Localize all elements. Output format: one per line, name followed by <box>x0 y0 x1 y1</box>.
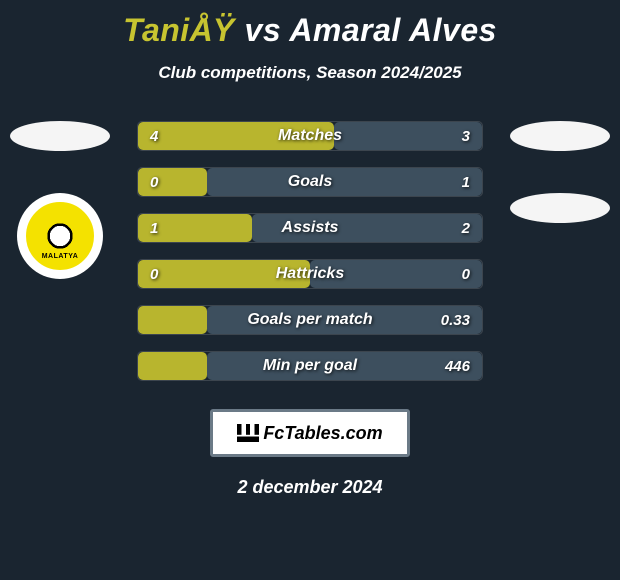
subtitle: Club competitions, Season 2024/2025 <box>0 63 620 83</box>
stat-value-right: 0 <box>462 260 470 288</box>
stat-value-right: 446 <box>445 352 470 380</box>
stat-label: Goals per match <box>138 306 482 334</box>
date-text: 2 december 2024 <box>0 477 620 498</box>
player1-name: TaniÅŸ <box>123 12 235 48</box>
vs-text: vs <box>245 12 282 48</box>
page-title: TaniÅŸ vs Amaral Alves <box>0 0 620 49</box>
stat-label: Assists <box>138 214 482 242</box>
stat-value-left: 0 <box>150 168 158 196</box>
stat-value-right: 2 <box>462 214 470 242</box>
stat-label: Goals <box>138 168 482 196</box>
stat-label: Matches <box>138 122 482 150</box>
stat-rows: Matches43Goals01Assists12Hattricks00Goal… <box>137 121 483 381</box>
player2-photo-placeholder <box>510 121 610 151</box>
comparison-card: TaniÅŸ vs Amaral Alves Club competitions… <box>0 0 620 498</box>
player2-name: Amaral Alves <box>289 12 497 48</box>
main-area: MALATYA Matches43Goals01Assists12Hattric… <box>0 121 620 381</box>
stat-row: Goals0 1 <box>137 167 483 197</box>
stat-row: Hattricks0 0 <box>137 259 483 289</box>
stat-value-left: 1 <box>150 214 158 242</box>
right-column <box>500 121 620 249</box>
stat-value-left: 4 <box>150 122 158 150</box>
stat-row: Matches4 3 <box>137 121 483 151</box>
stat-row: Assists1 2 <box>137 213 483 243</box>
brand-link[interactable]: FcTables.com <box>237 423 382 444</box>
stat-value-right: 1 <box>462 168 470 196</box>
stat-row: Min per goal446 <box>137 351 483 381</box>
stat-value-right: 0.33 <box>441 306 470 334</box>
brand-chart-icon <box>237 424 259 442</box>
player1-club-badge: MALATYA <box>17 193 103 279</box>
brand-box[interactable]: FcTables.com <box>210 409 410 457</box>
stat-label: Min per goal <box>138 352 482 380</box>
left-column: MALATYA <box>0 121 120 279</box>
player1-photo-placeholder <box>10 121 110 151</box>
stat-label: Hattricks <box>138 260 482 288</box>
club-badge-text: MALATYA <box>42 253 79 260</box>
stat-row: Goals per match0.33 <box>137 305 483 335</box>
player2-club-placeholder <box>510 193 610 223</box>
club-badge-emblem: MALATYA <box>26 202 94 270</box>
stat-value-left: 0 <box>150 260 158 288</box>
brand-label: FcTables.com <box>263 423 382 444</box>
stat-value-right: 3 <box>462 122 470 150</box>
